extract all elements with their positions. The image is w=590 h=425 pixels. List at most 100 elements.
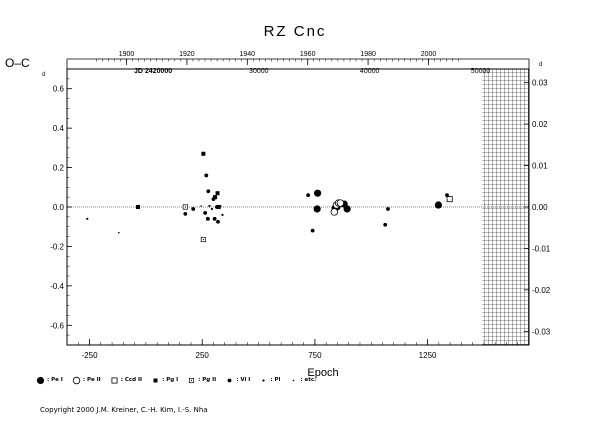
top-year-label: 2000 — [421, 51, 437, 58]
data-point — [386, 207, 390, 211]
x-tick-label: -250 — [82, 351, 99, 360]
data-point — [200, 236, 206, 243]
y2-tick-label: -0.02 — [532, 286, 551, 295]
x-tick-label: 250 — [196, 351, 210, 360]
legend-label: : Pg I — [162, 377, 179, 383]
data-point — [208, 204, 211, 208]
data-point — [330, 208, 338, 216]
data-point — [86, 217, 89, 220]
data-point — [219, 204, 222, 208]
data-point — [313, 205, 321, 213]
legend-symbol — [262, 378, 265, 382]
legend-label: : Ccd II — [120, 377, 143, 383]
y2-tick-label: 0.02 — [532, 120, 548, 129]
data-point-center — [202, 238, 204, 241]
y-tick-label: 0.4 — [53, 124, 65, 133]
data-point — [343, 205, 351, 213]
legend-marker — [153, 378, 158, 382]
legend-marker — [227, 378, 232, 382]
data-point — [135, 205, 140, 209]
top-year-label: 1980 — [360, 51, 376, 58]
data-point — [213, 195, 218, 200]
legend-symbol — [293, 379, 295, 381]
data-point — [203, 211, 208, 215]
x-tick-label: 750 — [308, 351, 322, 360]
legend-item: : etc. — [289, 376, 316, 385]
legend-item: : Vi I — [225, 376, 250, 385]
data-point — [434, 201, 443, 209]
legend-label: : Pe II — [82, 377, 101, 383]
data-point — [201, 151, 206, 156]
top-year-label: 1940 — [240, 51, 256, 58]
copyright-text: Copyright 2000 J.M. Kreiner, C.-H. Kim, … — [40, 406, 208, 414]
legend-marker-center — [191, 379, 193, 381]
top-year-label: 1920 — [179, 51, 195, 58]
legend-item: : Pg II — [187, 376, 216, 385]
legend-symbol — [189, 377, 195, 383]
legend-symbol — [36, 376, 45, 384]
y-tick-label: -0.2 — [50, 242, 64, 251]
data-point — [205, 216, 210, 221]
legend-marker — [36, 376, 45, 384]
y-axis-label: O–C — [5, 56, 30, 70]
legend: : Pe I : Pe II : Ccd II : Pg I : Pg II : Vi I… — [36, 373, 316, 387]
data-point — [446, 196, 453, 203]
data-point — [210, 207, 214, 211]
chart-title: RZ Cnc — [264, 23, 327, 40]
legend-item: : Ccd II — [110, 376, 142, 385]
legend-marker — [111, 376, 118, 383]
legend-marker — [262, 378, 265, 382]
legend-symbol — [72, 376, 81, 384]
legend-marker — [189, 377, 195, 383]
data-point — [212, 216, 217, 221]
legend-label: : Pe I — [47, 377, 63, 383]
y2-tick-label: 0.03 — [532, 79, 548, 88]
data-point — [191, 207, 196, 211]
legend-symbol — [111, 376, 118, 383]
data-point — [200, 205, 202, 207]
data-point — [221, 213, 224, 216]
top-jd-label: 50000 — [471, 68, 491, 75]
y2-tick-label: -0.01 — [532, 244, 551, 253]
legend-marker — [72, 376, 81, 384]
data-point — [216, 219, 220, 224]
data-point — [445, 193, 449, 198]
data-point — [118, 231, 120, 234]
legend-label: : etc. — [300, 377, 317, 383]
y-tick-label: 0.0 — [53, 203, 65, 212]
legend-marker — [293, 379, 295, 381]
legend-label: : Vi I — [236, 377, 251, 383]
top-year-label: 1900 — [119, 51, 135, 58]
data-point — [204, 173, 209, 178]
data-point — [383, 222, 388, 227]
y-axis-label-superscript: d — [42, 72, 45, 78]
y-tick-label: 0.2 — [53, 164, 65, 173]
data-point — [183, 212, 188, 216]
data-point — [310, 228, 315, 233]
data-point — [206, 189, 211, 194]
y2-axis-superscript: d — [539, 62, 542, 68]
y2-tick-label: -0.03 — [532, 327, 551, 336]
legend-item: : Pl — [259, 376, 280, 385]
jd-label: JD 2420000 — [134, 68, 172, 75]
data-point — [211, 197, 216, 202]
legend-symbol — [227, 378, 232, 382]
data-point — [336, 199, 345, 207]
data-point — [306, 193, 311, 198]
x-tick-label: 1250 — [419, 351, 437, 360]
y-tick-label: 0.6 — [53, 85, 65, 94]
top-jd-label: 30000 — [249, 68, 269, 75]
y-tick-label: -0.6 — [50, 321, 64, 330]
top-year-label: 1960 — [300, 51, 316, 58]
data-point — [214, 205, 219, 209]
data-point — [215, 191, 220, 196]
legend-label: : Pl — [270, 377, 281, 383]
legend-label: : Pg II — [198, 377, 217, 383]
legend-symbol — [153, 378, 158, 382]
y2-tick-label: 0.01 — [532, 162, 548, 171]
legend-item: : Pg I — [151, 376, 178, 385]
legend-item: : Pe II — [72, 376, 101, 385]
data-point-center — [184, 206, 186, 208]
y-tick-label: -0.4 — [50, 282, 64, 291]
